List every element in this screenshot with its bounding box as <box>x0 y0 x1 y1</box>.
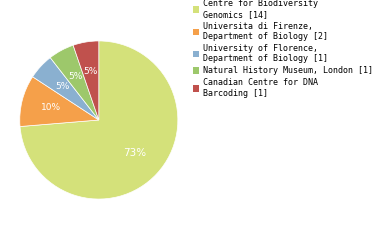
Text: 73%: 73% <box>123 148 146 158</box>
Text: 5%: 5% <box>84 67 98 76</box>
Wedge shape <box>20 77 99 126</box>
Legend: Centre for Biodiversity
Genomics [14], Universita di Firenze,
Department of Biol: Centre for Biodiversity Genomics [14], U… <box>193 0 373 98</box>
Wedge shape <box>20 41 178 199</box>
Text: 10%: 10% <box>41 103 61 113</box>
Wedge shape <box>73 41 99 120</box>
Text: 5%: 5% <box>68 72 83 81</box>
Wedge shape <box>50 45 99 120</box>
Text: 5%: 5% <box>55 82 70 91</box>
Wedge shape <box>33 58 99 120</box>
